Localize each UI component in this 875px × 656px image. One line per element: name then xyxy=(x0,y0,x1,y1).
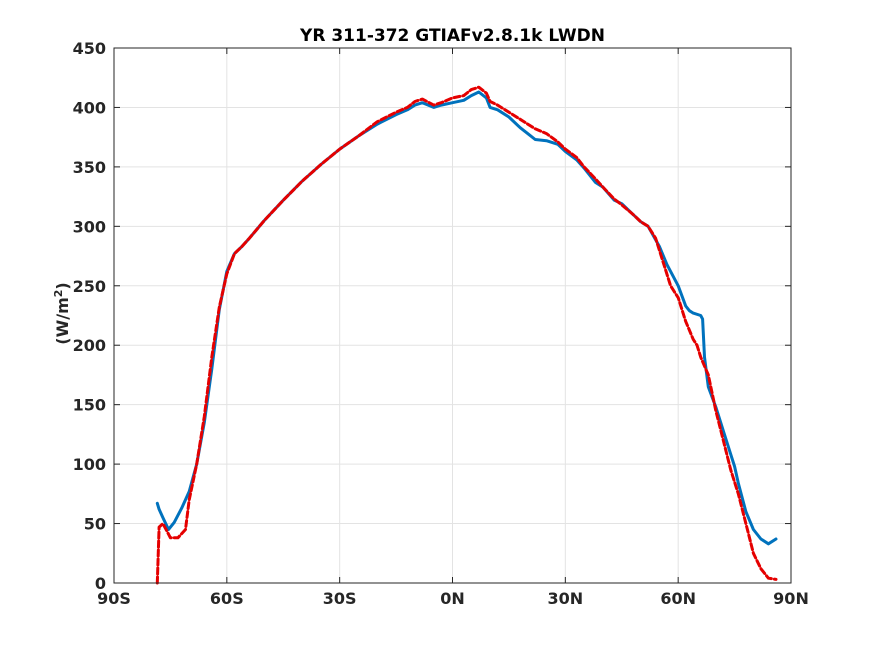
y-tick-label: 200 xyxy=(73,336,106,355)
x-tick-label: 60S xyxy=(210,589,244,608)
series-line-2 xyxy=(155,85,778,585)
x-tick-label: 30N xyxy=(548,589,584,608)
y-tick-label: 250 xyxy=(73,277,106,296)
y-axis-label-main: (W/m xyxy=(53,297,72,344)
y-tick-label: 50 xyxy=(84,515,106,534)
tick-labels: 90S 60S 30S 0N 30N 60N 90N 0 50 100 150 200 250 300 35… xyxy=(73,39,809,608)
grid xyxy=(114,48,791,583)
y-axis-label: (W/m2) xyxy=(52,282,73,344)
y-axis-label-superscript: 2 xyxy=(52,290,65,298)
y-tick-label: 100 xyxy=(73,455,106,474)
ticks xyxy=(113,47,792,584)
y-tick-label: 150 xyxy=(73,396,106,415)
x-tick-label: 60N xyxy=(660,589,696,608)
x-tick-label: 0N xyxy=(440,589,465,608)
x-tick-label: 30S xyxy=(323,589,357,608)
y-tick-label: 300 xyxy=(73,217,106,236)
y-tick-label: 0 xyxy=(95,574,106,593)
series-layer xyxy=(155,85,778,585)
y-axis-label-tail: ) xyxy=(53,282,72,289)
y-tick-label: 400 xyxy=(73,98,106,117)
chart-title: YR 311-372 GTIAFv2.8.1k LWDN xyxy=(299,26,605,46)
x-tick-label: 90N xyxy=(773,589,809,608)
x-tick-label: 90S xyxy=(97,589,131,608)
y-tick-label: 350 xyxy=(73,158,106,177)
y-tick-label: 450 xyxy=(73,39,106,58)
